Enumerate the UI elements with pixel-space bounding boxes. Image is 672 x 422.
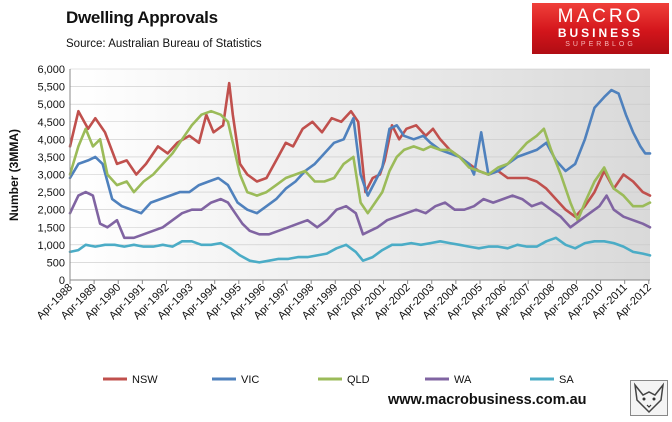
series-line-qld [68,109,652,222]
y-tick-label: 5,000 [37,99,65,111]
series-line-sa [68,236,652,264]
chart-source: Source: Australian Bureau of Statistics [66,38,262,50]
legend: NSW VIC QLD WA SA [103,374,574,386]
y-tick-label: 2,000 [37,205,65,217]
y-tick-label: 3,500 [37,152,65,164]
website-url: www.macrobusiness.com.au [388,392,587,408]
series-group [68,81,652,264]
chart-title: Dwelling Approvals [66,8,218,27]
legend-label-sa: SA [559,374,574,386]
legend-label-vic: VIC [241,374,259,386]
series-line-nsw [68,81,652,218]
y-tick-label: 5,500 [37,82,65,94]
y-tick-label: 4,000 [37,134,65,146]
x-tick-labels: Apr-1988Apr-1989Apr-1990Apr-1991Apr-1992… [35,280,654,322]
y-tick-label: 3,000 [37,170,65,182]
macrobusiness-logo: MACRO BUSINESS SUPERBLOG [532,3,669,54]
legend-label-wa: WA [454,374,472,386]
series-line-wa [68,190,652,240]
y-tick-label: 1,000 [37,240,65,252]
y-tick-label: 2,500 [37,187,65,199]
y-tick-label: 500 [47,257,65,269]
legend-label-nsw: NSW [132,374,158,386]
y-axis-label: Number (3MMA) [7,129,21,221]
y-tick-label: 1,500 [37,222,65,234]
fox-logo-icon [630,380,668,416]
y-tick-labels: 0 500 1,000 1,500 2,000 2,500 3,000 3,500 4,000 4… [37,64,65,287]
logo-line-macro: MACRO [557,6,644,27]
logo-line-superblog: SUPERBLOG [565,41,636,48]
y-tick-label: 6,000 [37,64,65,76]
legend-label-qld: QLD [347,374,370,386]
y-tick-label: 4,500 [37,117,65,129]
series-line-vic [68,88,652,215]
y-tick-label: 0 [59,275,65,287]
logo-line-business: BUSINESS [557,26,644,40]
